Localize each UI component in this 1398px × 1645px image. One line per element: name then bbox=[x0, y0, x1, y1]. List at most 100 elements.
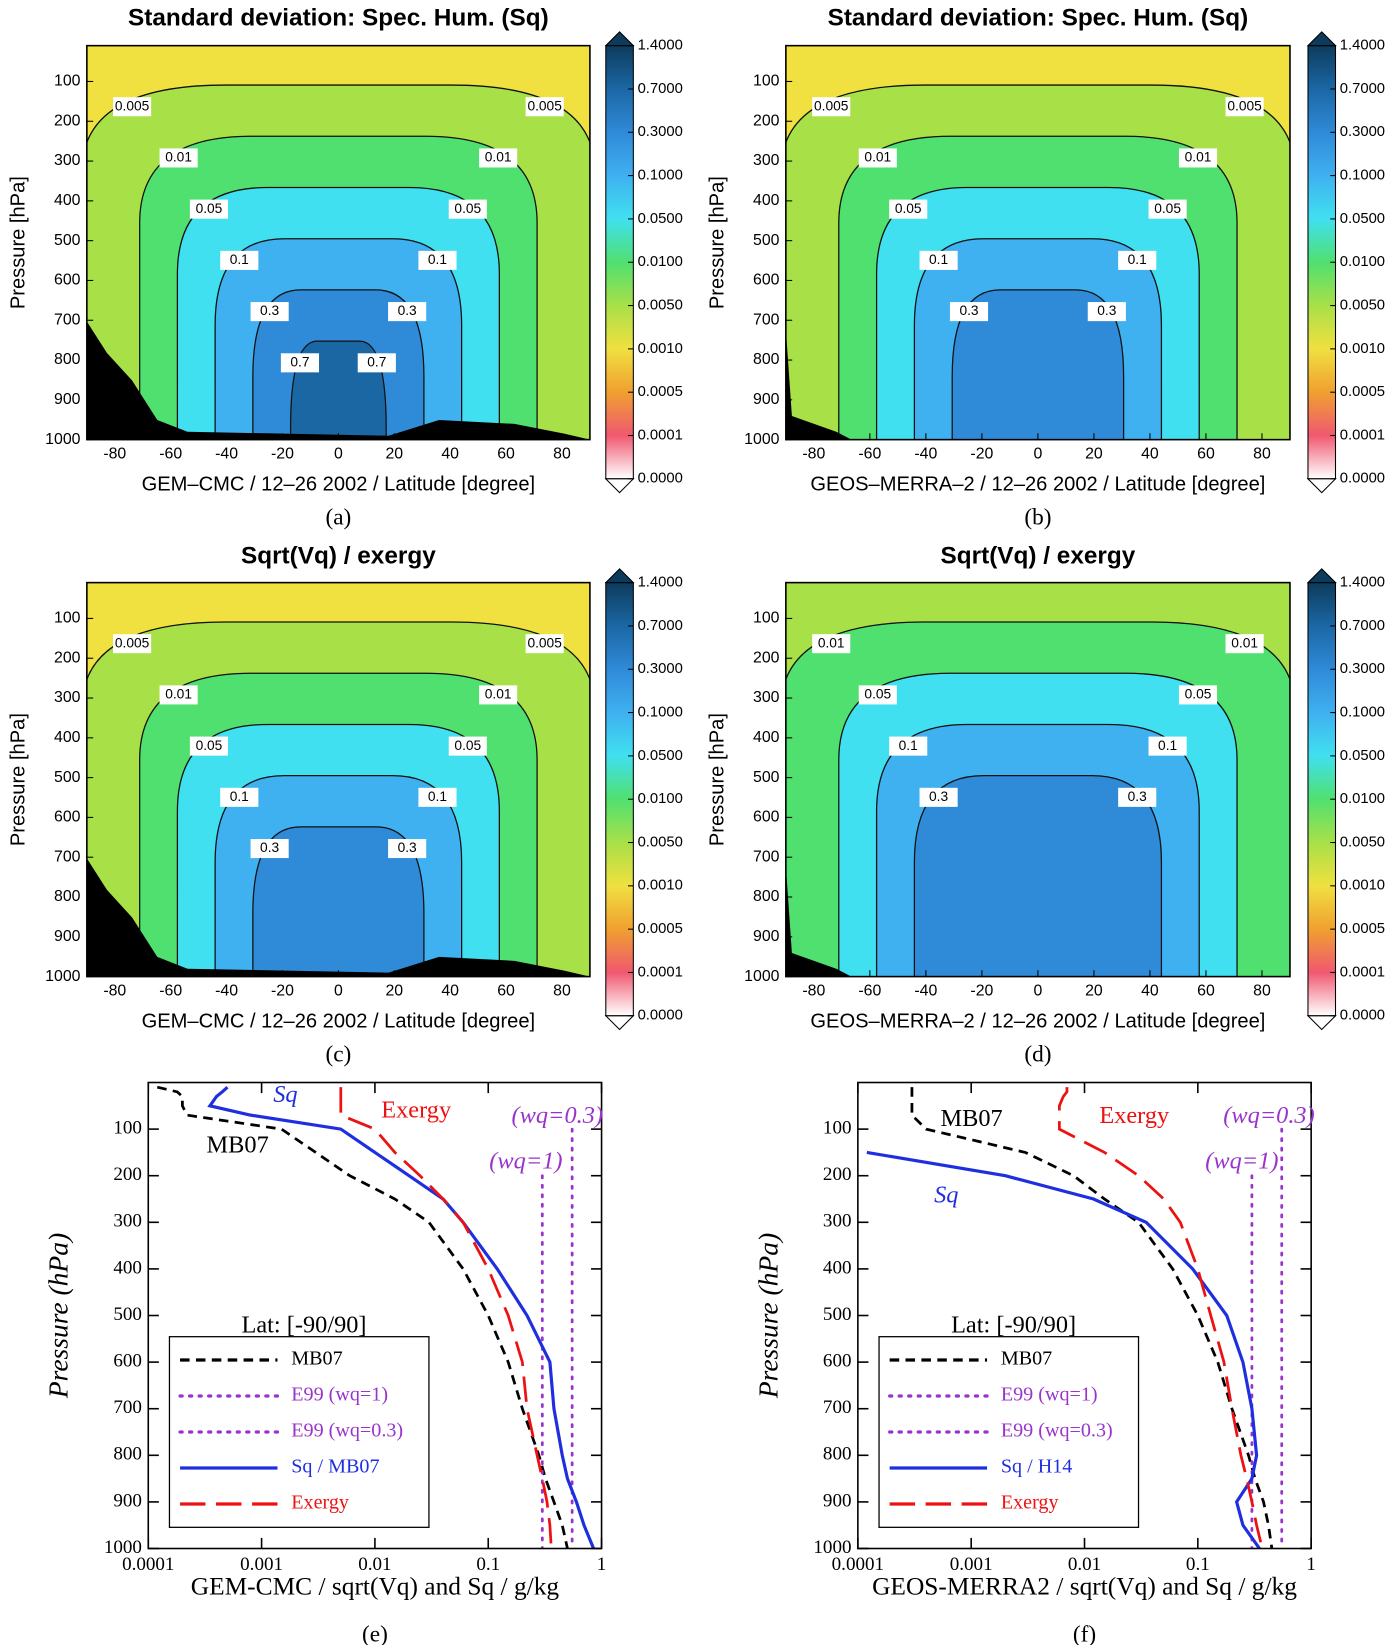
y-tick-label: 700 bbox=[753, 848, 780, 865]
colorbar-tick-label: 0.0050 bbox=[638, 297, 683, 313]
y-tick-label: 400 bbox=[753, 192, 780, 209]
contour-label-bg bbox=[1225, 97, 1264, 117]
colorbar-tick-label: 0.0000 bbox=[638, 1008, 683, 1024]
y-tick-label: 700 bbox=[54, 311, 81, 328]
colorbar-tick-label: 0.0100 bbox=[638, 791, 683, 807]
line-panel: 0.0001 0.001 0.01 0.1 1 100 200 300 400 500 600 700… bbox=[752, 1081, 1316, 1645]
x-tick-label: 20 bbox=[385, 983, 403, 1000]
y-tick-label: 500 bbox=[753, 769, 780, 786]
y-tick-label: 1000 bbox=[45, 968, 80, 985]
contour-label-bg bbox=[1225, 634, 1264, 654]
colorbar-tick-label: 1.4000 bbox=[1340, 575, 1385, 591]
y-tick-label: 1000 bbox=[813, 1537, 851, 1558]
colorbar-top bbox=[604, 31, 635, 47]
contour-label-bg bbox=[1148, 199, 1187, 219]
colorbar-tick-label: 0.0010 bbox=[1340, 878, 1385, 894]
colorbar-tick-label: 0.0100 bbox=[1340, 791, 1385, 807]
contour-label-bg bbox=[479, 685, 518, 705]
y-tick-label: 500 bbox=[753, 232, 780, 249]
y-tick-label: 300 bbox=[54, 689, 81, 706]
colorbar-tick-label: 0.0005 bbox=[1340, 384, 1385, 400]
y-tick-label: 700 bbox=[54, 848, 81, 865]
y-tick-label: 100 bbox=[823, 1117, 852, 1138]
caption: (a) bbox=[325, 504, 351, 530]
y-tick-label: 300 bbox=[753, 152, 780, 169]
contour-panel: 0.005 0.005 0.01 0.01 0.05 0.05 0.1 0.1 0.3 0.3 -8… bbox=[706, 5, 1385, 531]
caption: (f) bbox=[1073, 1622, 1096, 1645]
colorbar-bottom bbox=[604, 1015, 635, 1031]
y-tick-label: 700 bbox=[753, 311, 780, 328]
x-tick-label: -60 bbox=[858, 446, 881, 463]
x-axis-label: GEM–CMC / 12–26 2002 / Latitude [degree] bbox=[142, 473, 536, 495]
x-tick-label: 1 bbox=[597, 1554, 607, 1575]
contour-label-bg bbox=[357, 353, 396, 373]
terrain bbox=[86, 858, 590, 977]
annotation: (wq=0.3) bbox=[1223, 1102, 1314, 1129]
y-tick-label: 800 bbox=[753, 351, 780, 368]
contour-label-bg bbox=[189, 199, 229, 219]
caption: (c) bbox=[325, 1041, 351, 1067]
colorbar-tick-label: 0.0005 bbox=[638, 384, 683, 400]
contour-label: 0.005 bbox=[115, 98, 150, 113]
x-tick-label: 40 bbox=[441, 446, 459, 463]
x-tick-label: 80 bbox=[553, 446, 571, 463]
colorbar-tick-label: 1.4000 bbox=[1340, 38, 1385, 54]
colorbar-tick-label: 0.0000 bbox=[1340, 1008, 1385, 1024]
colorbar-tick-label: 0.1000 bbox=[1340, 704, 1385, 720]
x-tick-label: -20 bbox=[970, 446, 993, 463]
x-tick-label: 0.1 bbox=[1186, 1554, 1210, 1575]
colorbar-tick-label: 0.1000 bbox=[1340, 168, 1385, 184]
x-tick-label: 20 bbox=[1085, 446, 1103, 463]
y-tick-label: 400 bbox=[113, 1257, 142, 1278]
colorbar-tick-label: 0.0000 bbox=[638, 471, 683, 487]
x-tick-label: -80 bbox=[802, 983, 825, 1000]
contour-label: 0.01 bbox=[485, 687, 512, 702]
x-tick-label: -20 bbox=[271, 446, 294, 463]
contour-label: 0.1 bbox=[929, 252, 948, 267]
legend-label: E99 (wq=0.3) bbox=[291, 1420, 403, 1442]
contour-label-bg bbox=[889, 199, 928, 219]
colorbar-tick-label: 0.0050 bbox=[1340, 297, 1385, 313]
contour-label-bg bbox=[388, 302, 427, 322]
y-tick-label: 500 bbox=[823, 1304, 852, 1325]
contour-label: 0.05 bbox=[1185, 687, 1212, 702]
y-tick-label: 800 bbox=[753, 888, 780, 905]
legend-box bbox=[878, 1336, 1140, 1528]
contour-label-bg bbox=[418, 787, 457, 807]
colorbar-tick-label: 0.0001 bbox=[1340, 964, 1385, 980]
x-tick-label: -80 bbox=[103, 983, 126, 1000]
colorbar-tick-label: 0.0500 bbox=[638, 748, 683, 764]
colorbar-bottom bbox=[1306, 1015, 1337, 1031]
contour-label-bg bbox=[250, 839, 289, 859]
series-line bbox=[339, 1087, 553, 1549]
colorbar-tick-label: 0.7000 bbox=[1340, 618, 1385, 634]
y-tick-label: 800 bbox=[54, 351, 81, 368]
y-tick-label: 900 bbox=[54, 391, 81, 408]
y-tick-label: 900 bbox=[113, 1490, 142, 1511]
y-tick-label: 900 bbox=[823, 1490, 852, 1511]
y-axis-label: Pressure [hPa] bbox=[7, 713, 29, 846]
x-tick-label: 20 bbox=[1085, 983, 1103, 1000]
colorbar-tick-label: 0.0100 bbox=[638, 254, 683, 270]
contour-label-bg bbox=[919, 787, 958, 807]
y-tick-label: 700 bbox=[113, 1397, 142, 1418]
colorbar-tick-label: 0.0010 bbox=[1340, 341, 1385, 357]
x-tick-label: 0.01 bbox=[358, 1554, 391, 1575]
y-tick-label: 200 bbox=[54, 112, 81, 129]
contour-label: 0.05 bbox=[864, 687, 891, 702]
y-tick-label: 300 bbox=[113, 1211, 142, 1232]
colorbar-tick-label: 0.0500 bbox=[1340, 211, 1385, 227]
x-tick-label: -40 bbox=[215, 446, 238, 463]
terrain bbox=[86, 321, 590, 440]
field: 0.005 0.005 0.01 0.01 0.05 0.05 0.1 0.1 0.3 0.3 bbox=[785, 45, 1290, 440]
contour-label-bg bbox=[812, 634, 851, 654]
annotation: (wq=1) bbox=[1205, 1148, 1278, 1175]
contour-label-bg bbox=[1087, 302, 1126, 322]
colorbar-tick-label: 0.3000 bbox=[1340, 124, 1385, 140]
colorbar-top bbox=[1306, 31, 1337, 47]
y-tick-label: 200 bbox=[753, 112, 780, 129]
colorbar-top bbox=[1306, 568, 1337, 584]
x-tick-label: 1 bbox=[1306, 1554, 1316, 1575]
x-tick-label: -80 bbox=[802, 446, 825, 463]
colorbar-tick-label: 1.4000 bbox=[638, 575, 683, 591]
